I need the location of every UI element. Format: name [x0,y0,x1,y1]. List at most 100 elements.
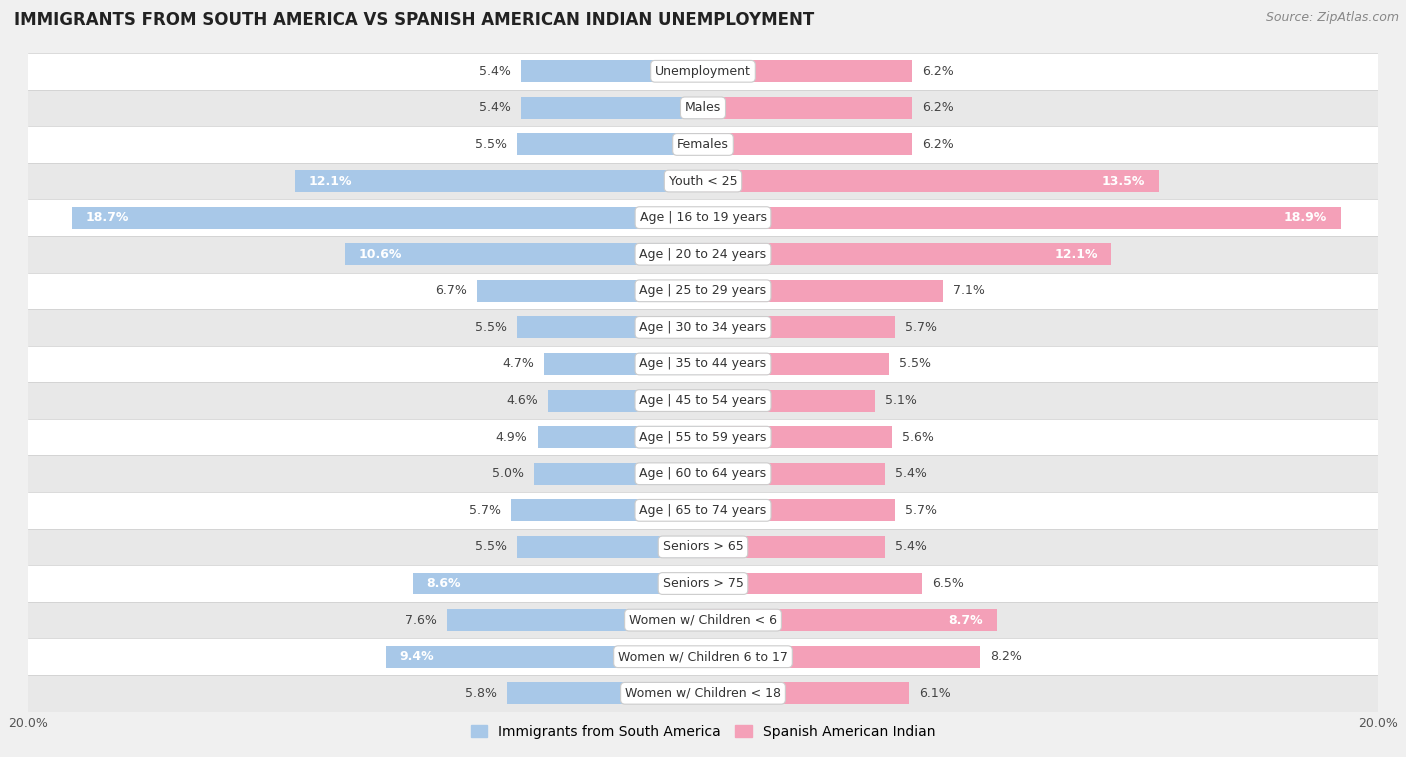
Text: 7.1%: 7.1% [953,285,984,298]
Text: 13.5%: 13.5% [1102,175,1144,188]
Bar [520,97,703,119]
Bar [703,316,896,338]
Bar [28,163,1378,199]
Bar [28,346,1378,382]
Text: 5.5%: 5.5% [475,321,508,334]
Bar [703,390,875,412]
Bar [534,463,703,484]
Bar [703,280,942,302]
Bar [703,243,1111,265]
Bar [28,273,1378,309]
Bar [28,199,1378,236]
Text: Women w/ Children < 18: Women w/ Children < 18 [626,687,780,699]
Bar [28,236,1378,273]
Bar [703,61,912,83]
Text: 9.4%: 9.4% [399,650,434,663]
Text: Age | 20 to 24 years: Age | 20 to 24 years [640,248,766,260]
Bar [447,609,703,631]
Text: Seniors > 75: Seniors > 75 [662,577,744,590]
Bar [703,426,891,448]
Text: 5.7%: 5.7% [905,321,938,334]
Text: Source: ZipAtlas.com: Source: ZipAtlas.com [1265,11,1399,24]
Bar [703,536,886,558]
Text: 4.7%: 4.7% [502,357,534,370]
Text: Women w/ Children 6 to 17: Women w/ Children 6 to 17 [619,650,787,663]
Text: 5.0%: 5.0% [492,467,524,480]
Bar [703,133,912,155]
Text: Seniors > 65: Seniors > 65 [662,540,744,553]
Text: 5.7%: 5.7% [905,504,938,517]
Text: 10.6%: 10.6% [359,248,402,260]
Bar [28,602,1378,638]
Text: Youth < 25: Youth < 25 [669,175,737,188]
Bar [28,528,1378,565]
Text: 6.2%: 6.2% [922,101,955,114]
Text: Age | 45 to 54 years: Age | 45 to 54 years [640,394,766,407]
Bar [703,170,1159,192]
Bar [548,390,703,412]
Bar [28,53,1378,89]
Bar [703,646,980,668]
Text: 6.2%: 6.2% [922,65,955,78]
Text: Age | 65 to 74 years: Age | 65 to 74 years [640,504,766,517]
Text: 6.2%: 6.2% [922,138,955,151]
Text: 4.6%: 4.6% [506,394,537,407]
Text: 5.4%: 5.4% [479,101,510,114]
Bar [517,536,703,558]
Text: 18.7%: 18.7% [86,211,129,224]
Bar [703,609,997,631]
Bar [520,61,703,83]
Bar [295,170,703,192]
Bar [537,426,703,448]
Text: 6.7%: 6.7% [434,285,467,298]
Bar [477,280,703,302]
Text: 5.6%: 5.6% [903,431,934,444]
Bar [703,500,896,522]
Text: Age | 60 to 64 years: Age | 60 to 64 years [640,467,766,480]
Text: Age | 35 to 44 years: Age | 35 to 44 years [640,357,766,370]
Text: 6.5%: 6.5% [932,577,965,590]
Text: 7.6%: 7.6% [405,614,436,627]
Bar [28,565,1378,602]
Bar [703,572,922,594]
Bar [703,207,1341,229]
Bar [28,456,1378,492]
Text: Age | 25 to 29 years: Age | 25 to 29 years [640,285,766,298]
Bar [28,309,1378,346]
Text: 5.5%: 5.5% [475,540,508,553]
Bar [413,572,703,594]
Bar [72,207,703,229]
Text: IMMIGRANTS FROM SOUTH AMERICA VS SPANISH AMERICAN INDIAN UNEMPLOYMENT: IMMIGRANTS FROM SOUTH AMERICA VS SPANISH… [14,11,814,30]
Text: 8.7%: 8.7% [949,614,983,627]
Bar [510,500,703,522]
Bar [703,463,886,484]
Text: 5.5%: 5.5% [475,138,508,151]
Text: 5.4%: 5.4% [479,65,510,78]
Text: 18.9%: 18.9% [1284,211,1327,224]
Bar [28,419,1378,456]
Bar [544,353,703,375]
Bar [703,682,908,704]
Bar [385,646,703,668]
Text: Unemployment: Unemployment [655,65,751,78]
Bar [28,638,1378,675]
Legend: Immigrants from South America, Spanish American Indian: Immigrants from South America, Spanish A… [465,719,941,744]
Bar [517,133,703,155]
Text: 8.6%: 8.6% [426,577,461,590]
Text: 4.9%: 4.9% [496,431,527,444]
Text: 8.2%: 8.2% [990,650,1022,663]
Text: 5.8%: 5.8% [465,687,498,699]
Text: 12.1%: 12.1% [1054,248,1098,260]
Bar [28,89,1378,126]
Bar [28,382,1378,419]
Text: 5.7%: 5.7% [468,504,501,517]
Text: 5.4%: 5.4% [896,540,927,553]
Text: Males: Males [685,101,721,114]
Text: 5.1%: 5.1% [886,394,917,407]
Bar [346,243,703,265]
Bar [703,97,912,119]
Bar [508,682,703,704]
Text: 5.4%: 5.4% [896,467,927,480]
Text: 6.1%: 6.1% [920,687,950,699]
Bar [703,353,889,375]
